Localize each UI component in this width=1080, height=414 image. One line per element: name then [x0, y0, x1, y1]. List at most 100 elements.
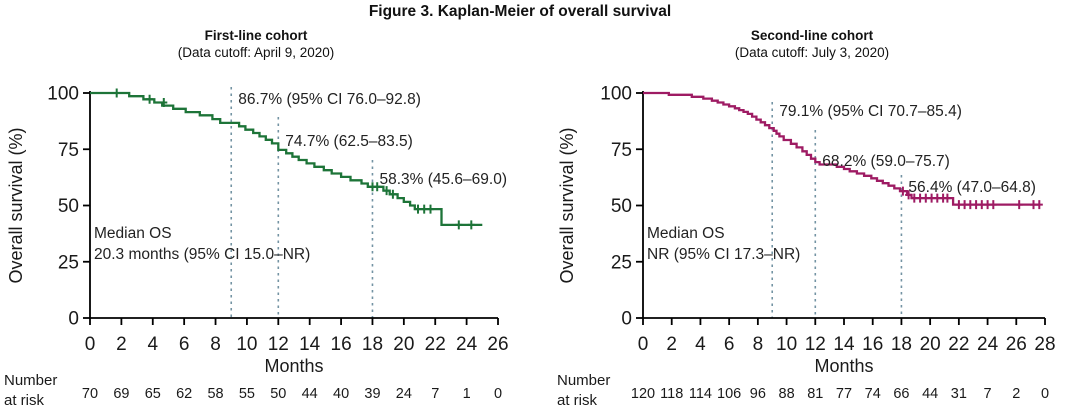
svg-text:1: 1: [463, 386, 471, 402]
svg-text:24: 24: [456, 334, 478, 355]
svg-text:81: 81: [807, 386, 823, 402]
panel-subtitle-first-line: (Data cutoff: April 9, 2020): [177, 45, 335, 60]
svg-text:77: 77: [836, 386, 852, 402]
svg-text:12: 12: [805, 334, 826, 355]
svg-text:79.1% (95% CI 70.7–85.4): 79.1% (95% CI 70.7–85.4): [779, 103, 962, 120]
risk-counts-row: 70 69 65 62 58 55 50 44 40 39 24 7 1 0: [82, 386, 502, 402]
svg-text:25: 25: [611, 252, 632, 273]
figure-title: Figure 3. Kaplan-Meier of overall surviv…: [368, 3, 672, 20]
svg-text:0: 0: [1041, 386, 1049, 402]
svg-text:75: 75: [58, 140, 79, 161]
svg-text:0: 0: [494, 386, 502, 402]
svg-text:75: 75: [611, 140, 632, 161]
svg-text:24: 24: [396, 386, 412, 402]
svg-text:4: 4: [147, 334, 158, 355]
svg-text:69: 69: [113, 386, 129, 402]
svg-text:Months: Months: [814, 356, 873, 376]
svg-text:10: 10: [776, 334, 797, 355]
svg-text:106: 106: [717, 386, 741, 402]
svg-text:74: 74: [865, 386, 881, 402]
panel-title-first-line: First-line cohort: [204, 28, 308, 43]
axes: [89, 91, 498, 319]
svg-text:88: 88: [779, 386, 795, 402]
svg-text:0: 0: [68, 309, 79, 330]
risk-counts-row: 120 118 114 106 96 88 81 77 74 66 44 31 7 2 0: [631, 386, 1049, 402]
svg-text:40: 40: [333, 386, 349, 402]
svg-text:70: 70: [82, 386, 98, 402]
panel-header-second-line: Second-line cohort (Data cutoff: July 3,…: [735, 27, 889, 61]
svg-text:44: 44: [302, 386, 318, 402]
svg-text:14: 14: [299, 334, 321, 355]
svg-text:100: 100: [600, 84, 632, 105]
svg-text:8: 8: [753, 334, 764, 355]
median-os-label: Median OS 20.3 months (95% CI 15.0–NR): [94, 225, 310, 263]
svg-text:6: 6: [179, 334, 190, 355]
censor-marks: [899, 186, 1043, 210]
svg-text:18: 18: [362, 334, 383, 355]
panel-header-first-line: First-line cohort (Data cutoff: April 9,…: [178, 27, 335, 61]
svg-text:20: 20: [920, 334, 941, 355]
svg-text:25: 25: [58, 252, 79, 273]
svg-text:6: 6: [724, 334, 735, 355]
svg-text:50: 50: [270, 386, 286, 402]
svg-text:44: 44: [922, 386, 938, 402]
svg-text:62: 62: [176, 386, 192, 402]
svg-text:66: 66: [893, 386, 909, 402]
axis-labels: Months Overall survival (%): [6, 127, 324, 376]
number-at-risk-label-first-line: Number at risk: [4, 372, 58, 409]
svg-text:68.2% (59.0–75.7): 68.2% (59.0–75.7): [822, 153, 950, 170]
svg-text:58.3% (45.6–69.0): 58.3% (45.6–69.0): [379, 171, 507, 188]
svg-text:7: 7: [431, 386, 439, 402]
svg-text:74.7% (62.5–83.5): 74.7% (62.5–83.5): [285, 133, 413, 150]
svg-text:24: 24: [977, 334, 999, 355]
y-axis-ticks: 0 25 50 75 100: [47, 84, 90, 330]
number-at-risk-label-second-line: Number at risk: [557, 372, 611, 409]
svg-text:Overall survival (%): Overall survival (%): [6, 127, 26, 283]
svg-text:22: 22: [425, 334, 446, 355]
svg-text:56.4% (47.0–64.8): 56.4% (47.0–64.8): [908, 179, 1036, 196]
median-os-label: Median OS NR (95% CI 17.3–NR): [647, 225, 800, 263]
svg-text:58: 58: [207, 386, 223, 402]
svg-text:114: 114: [689, 386, 712, 402]
km-curve: [643, 91, 1040, 206]
svg-text:10: 10: [236, 334, 257, 355]
axis-labels: Months Overall survival (%): [557, 127, 874, 376]
svg-text:0: 0: [85, 334, 96, 355]
km-curve: [90, 91, 483, 227]
svg-text:16: 16: [331, 334, 352, 355]
svg-text:7: 7: [984, 386, 992, 402]
svg-text:Months: Months: [264, 356, 323, 376]
svg-text:39: 39: [364, 386, 380, 402]
svg-text:2: 2: [116, 334, 127, 355]
annotation-labels: 79.1% (95% CI 70.7–85.4) 68.2% (59.0–75.7…: [779, 103, 1036, 196]
svg-text:Median OS: Median OS: [647, 225, 725, 242]
svg-text:22: 22: [948, 334, 969, 355]
svg-text:100: 100: [47, 84, 79, 105]
svg-text:31: 31: [951, 386, 967, 402]
svg-text:28: 28: [1034, 334, 1055, 355]
svg-text:20.3 months (95% CI 15.0–NR): 20.3 months (95% CI 15.0–NR): [94, 246, 310, 263]
svg-text:26: 26: [1006, 334, 1027, 355]
censor-marks: [113, 88, 475, 230]
svg-text:16: 16: [862, 334, 883, 355]
panel-subtitle-second-line: (Data cutoff: July 3, 2020): [734, 45, 890, 60]
svg-text:14: 14: [833, 334, 855, 355]
annotation-labels: 86.7% (95% CI 76.0–92.8) 74.7% (62.5–83.5…: [238, 91, 507, 188]
svg-text:55: 55: [239, 386, 255, 402]
svg-text:18: 18: [891, 334, 912, 355]
svg-text:26: 26: [487, 334, 508, 355]
svg-text:Median OS: Median OS: [94, 225, 172, 242]
svg-text:8: 8: [210, 334, 221, 355]
reference-lines: [230, 87, 374, 318]
svg-text:65: 65: [145, 386, 161, 402]
x-axis-ticks: 0 2 4 6 8 10 12 14 16 18 20 22 24 26: [85, 318, 509, 355]
svg-text:50: 50: [611, 196, 632, 217]
svg-text:4: 4: [695, 334, 706, 355]
svg-text:Overall survival (%): Overall survival (%): [557, 127, 577, 283]
x-axis-ticks: 0 2 4 6 8 10 12 14 16 18 20 22 24 26 28: [638, 318, 1056, 355]
svg-text:120: 120: [631, 386, 655, 402]
svg-text:2: 2: [1012, 386, 1020, 402]
svg-text:2: 2: [666, 334, 677, 355]
svg-text:96: 96: [750, 386, 766, 402]
